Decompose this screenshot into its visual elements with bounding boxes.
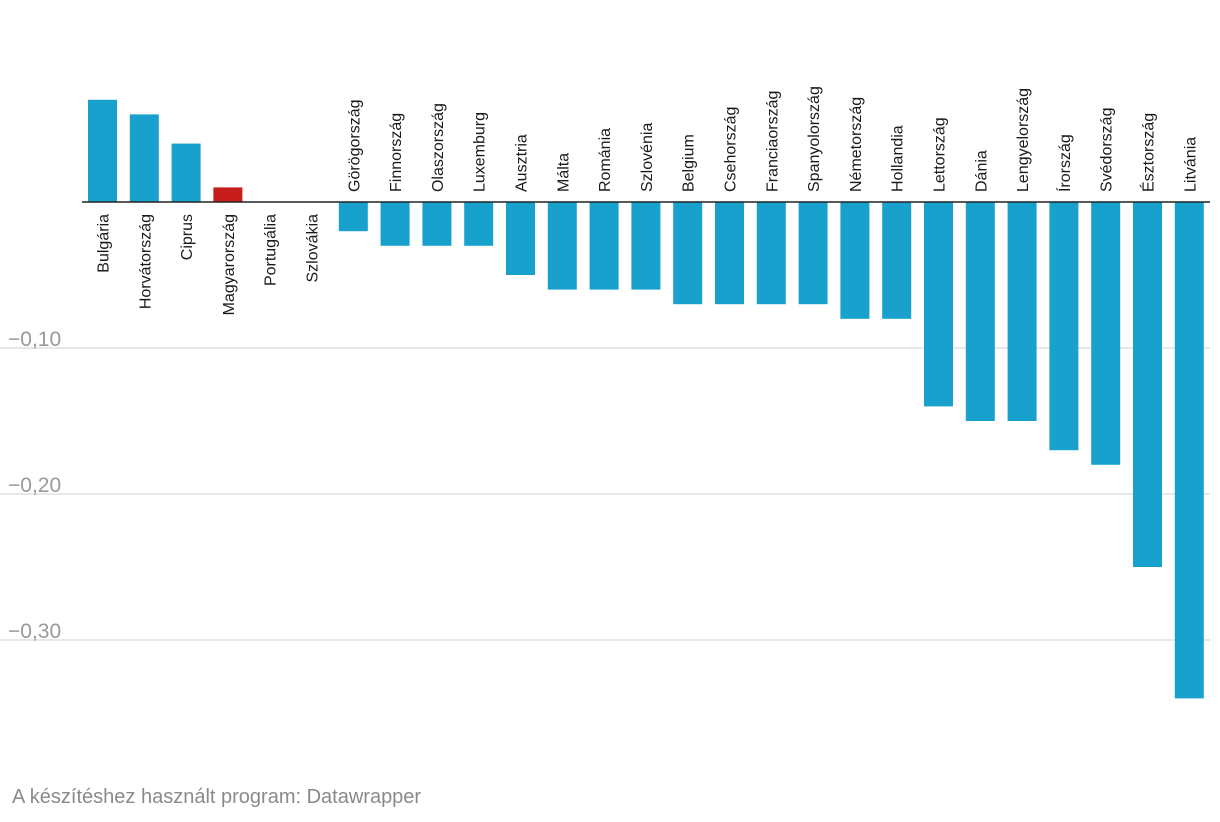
bar-23 — [1049, 202, 1079, 451]
bar-12 — [589, 202, 619, 290]
bar-9 — [464, 202, 494, 246]
category-label: Svédország — [1099, 108, 1116, 193]
bar-19 — [882, 202, 912, 319]
category-label: Belgium — [681, 134, 698, 192]
category-label: Olaszország — [430, 103, 447, 192]
bar-26 — [1174, 202, 1204, 699]
category-label: Írország — [1055, 134, 1074, 192]
category-label: Horvátország — [137, 214, 154, 309]
bar-18 — [840, 202, 870, 319]
bar-2 — [171, 143, 201, 202]
category-label: Luxemburg — [472, 112, 489, 192]
bar-16 — [756, 202, 786, 305]
bar-20 — [924, 202, 953, 407]
category-label: Csehország — [723, 107, 740, 192]
bar-0 — [88, 99, 117, 202]
category-label: Lengyelország — [1015, 88, 1032, 192]
category-label: Spanyolország — [806, 86, 823, 192]
bar-8 — [422, 202, 452, 246]
y-tick-label: −0,10 — [8, 328, 61, 351]
bar-6 — [338, 202, 368, 232]
bar-13 — [631, 202, 661, 290]
category-label: Észtország — [1139, 113, 1158, 192]
category-label: Görögország — [346, 100, 363, 193]
bar-14 — [673, 202, 703, 305]
bar-11 — [547, 202, 577, 290]
bar-22 — [1007, 202, 1037, 421]
category-label: Bulgária — [96, 214, 113, 273]
y-tick-label: −0,20 — [8, 474, 61, 497]
y-tick-label: −0,30 — [8, 620, 61, 643]
category-label: Litvánia — [1182, 137, 1199, 192]
bar-24 — [1091, 202, 1121, 465]
bar-17 — [798, 202, 828, 305]
bar-25 — [1133, 202, 1162, 567]
bar-15 — [715, 202, 744, 305]
category-label: Málta — [555, 153, 572, 192]
category-label: Magyarország — [221, 214, 238, 315]
category-label: Németország — [848, 97, 865, 192]
category-label: Portugália — [263, 214, 280, 286]
category-label: Lettország — [932, 117, 949, 192]
category-label: Dánia — [973, 150, 990, 192]
footer-credit: A készítéshez használt program: Datawrap… — [12, 786, 422, 808]
bar-chart: −0,10 −0,20 −0,30 Bulgária Horvátország Cipru… — [0, 86, 1210, 699]
category-label: Finnország — [388, 113, 405, 192]
category-label: Szlovákia — [305, 214, 322, 283]
bar-21 — [965, 202, 995, 421]
category-label: Ciprus — [179, 214, 196, 260]
category-label: Szlovénia — [639, 123, 656, 192]
bar-3 — [213, 187, 243, 202]
category-label: Ausztria — [514, 134, 531, 192]
category-label: Franciaország — [764, 91, 781, 192]
category-label: Románia — [597, 128, 614, 192]
bar-1 — [129, 114, 159, 202]
category-label: Hollandia — [890, 125, 907, 192]
bar-10 — [506, 202, 535, 275]
bar-7 — [380, 202, 410, 246]
